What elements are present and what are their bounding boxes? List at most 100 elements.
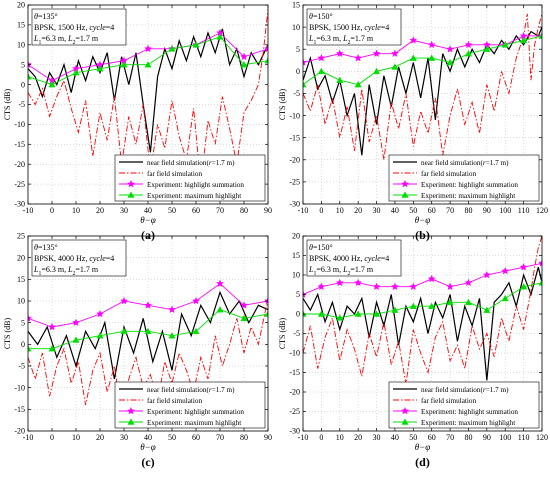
info-signal-part: cycle: [89, 254, 106, 263]
y-tick-label: 25: [17, 232, 25, 241]
info-lengths-part: 1: [313, 271, 316, 277]
info-signal-part: BPSK, 4000 Hz,: [309, 254, 364, 263]
y-tick-label: 20: [292, 232, 300, 241]
series-point-hsum: [317, 282, 326, 291]
info-lengths-part: 1: [38, 271, 41, 277]
info-lengths: L1=6.3 m, L2=1.7 m: [308, 265, 374, 277]
x-tick-label: 20: [96, 433, 104, 442]
legend-label-near-part: =1.7 m): [212, 159, 235, 167]
info-lengths-part: =1.7 m: [75, 34, 99, 43]
x-tick-label: 10: [72, 433, 80, 442]
info-lengths-part: =1.7 m: [75, 265, 99, 274]
x-tick-label: 70: [446, 433, 454, 442]
x-tick-label: 40: [144, 206, 152, 215]
x-tick-label: 20: [96, 206, 104, 215]
legend-label-hmax: Experiment: maximum highlight: [147, 419, 241, 427]
series-line-near: [28, 290, 268, 380]
series-point-hmax: [216, 33, 224, 40]
series-point-hmax: [391, 306, 399, 313]
series-point-hsum: [28, 314, 32, 322]
legend-label-far-part: far field simulation: [147, 170, 202, 178]
series-point-hsum: [354, 278, 363, 287]
info-signal-part: cycle: [364, 254, 381, 263]
info-lengths-part: 2: [73, 40, 76, 46]
x-tick-label: 70: [446, 206, 454, 215]
legend-label-near-part: near field simulation(: [421, 386, 483, 394]
info-signal-part: BPSK, 1500 Hz,: [34, 23, 89, 32]
x-tick-label: 90: [483, 433, 491, 442]
legend-box: [114, 154, 266, 202]
info-lengths-part: L: [67, 34, 73, 43]
series-point-hmax: [192, 41, 200, 48]
y-tick-label: 20: [17, 1, 25, 10]
x-tick-label: 80: [240, 433, 248, 442]
series-point-hmax: [192, 327, 200, 335]
info-lengths-part: 2: [73, 271, 76, 277]
info-lengths-part: L: [308, 265, 314, 274]
series-point-hsum: [409, 36, 418, 44]
y-tick-label: -15: [289, 133, 300, 142]
chart-panel-c: -10 0 10 20 30 40 50 60 70 80 90 -20 -15 -10 -5 0 5 10 15 2…: [3, 232, 272, 469]
x-tick-label: 10: [336, 433, 344, 442]
series-point-hmax: [303, 80, 307, 88]
x-tick-label: 120: [536, 206, 548, 215]
series-point-hmax: [372, 67, 381, 75]
series-point-hmax: [28, 345, 32, 352]
series-point-hmax: [409, 54, 417, 61]
info-theta: θ=135°: [34, 243, 58, 252]
series-point-hmax: [501, 294, 509, 302]
panel-label: (c): [141, 455, 154, 469]
series-point-hsum: [372, 282, 381, 291]
series-point-hmax: [48, 80, 56, 88]
legend-label-near-part: =1.7 m): [486, 159, 509, 167]
legend-marker-hsum: [401, 406, 409, 415]
y-tick-label: 10: [292, 271, 300, 280]
series-point-hmax: [391, 63, 399, 70]
x-tick-label: 110: [518, 433, 530, 442]
legend-label-near-part: r: [483, 159, 486, 167]
legend-label-hsum: Experiment: highlight summation: [147, 408, 244, 416]
y-tick-label: -15: [289, 368, 300, 377]
x-tick-label: 90: [264, 433, 272, 442]
info-signal: BPSK, 1500 Hz, cycle=4: [309, 23, 389, 32]
info-theta: θ=150°: [309, 243, 333, 252]
info-signal-part: =4: [106, 254, 115, 263]
y-tick-label: 15: [17, 275, 25, 284]
info-box: [306, 8, 402, 46]
series-point-hsum: [427, 40, 436, 49]
legend-marker-hsum: [127, 179, 135, 188]
legend-marker-hsum: [127, 406, 135, 415]
series-point-hmax: [96, 332, 104, 339]
x-tick-label: -10: [23, 206, 34, 215]
x-tick-label: 90: [483, 206, 491, 215]
info-lengths-part: 2: [348, 40, 351, 46]
y-tick-label: 20: [17, 253, 25, 262]
info-lengths-part: 2: [348, 271, 351, 277]
series-point-hmax: [48, 345, 56, 352]
info-lengths-part: L: [342, 34, 348, 43]
series-point-hsum: [72, 318, 80, 327]
x-tick-label: 60: [428, 433, 436, 442]
legend-label-hsum: Experiment: highlight summation: [421, 408, 518, 416]
legend-label-near: near field simulation(r=1.7 m): [147, 386, 235, 394]
series-point-hmax: [464, 298, 473, 306]
series-group: [303, 13, 542, 160]
series-point-hmax: [520, 283, 528, 290]
x-tick-label: 120: [536, 433, 548, 442]
x-axis-label: θ−φ: [415, 442, 430, 452]
legend-marker-hmax: [127, 418, 135, 425]
series-point-hsum: [372, 49, 381, 57]
info-lengths-part: L: [67, 265, 73, 274]
info-lengths-part: L: [308, 34, 314, 43]
x-tick-label: 40: [391, 433, 399, 442]
series-point-hmax: [28, 73, 32, 80]
x-tick-label: 30: [373, 433, 381, 442]
x-tick-label: 50: [168, 433, 176, 442]
series-point-hmax: [144, 61, 152, 68]
x-tick-label: 60: [192, 433, 200, 442]
x-tick-label: 30: [373, 206, 381, 215]
legend-label-hsum-part: Experiment: highlight summation: [421, 408, 518, 416]
info-lengths: L1=6.3 m, L2=1.7 m: [33, 34, 99, 46]
y-tick-label: -15: [14, 405, 25, 414]
x-tick-label: 40: [391, 206, 399, 215]
